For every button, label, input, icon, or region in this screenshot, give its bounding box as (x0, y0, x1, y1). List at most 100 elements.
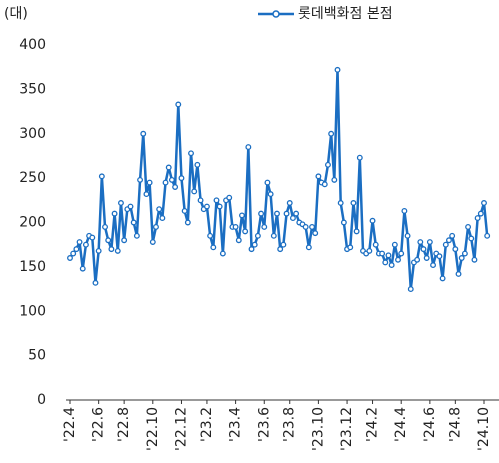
point (398, 250, 405, 257)
point (426, 239, 433, 245)
point (184, 219, 191, 226)
point (70, 250, 77, 257)
x-tick-label: '22.8 (116, 407, 132, 442)
point (95, 247, 102, 254)
point (417, 239, 424, 245)
point (178, 175, 185, 182)
point (293, 210, 300, 217)
point (146, 179, 153, 186)
point (481, 200, 487, 206)
point (114, 247, 121, 254)
point (477, 210, 484, 217)
point (420, 246, 427, 253)
point (92, 279, 99, 286)
point (143, 191, 150, 198)
point (162, 179, 169, 186)
point (140, 130, 147, 137)
x-tick-label: '23.10 (310, 407, 326, 451)
point (105, 237, 112, 244)
point (258, 210, 265, 217)
point (89, 234, 96, 241)
point (274, 210, 280, 217)
point (264, 179, 271, 186)
point (455, 271, 462, 277)
point (235, 237, 242, 244)
line (68, 68, 489, 291)
point (159, 215, 166, 222)
point (203, 203, 210, 210)
point (305, 244, 312, 251)
y-tick-label: 200 (19, 215, 46, 231)
point (442, 241, 449, 248)
point (127, 203, 134, 210)
point (423, 255, 430, 261)
point (130, 219, 137, 226)
x-tick-label: '24.8 (447, 407, 463, 442)
point (452, 246, 459, 253)
point (210, 244, 217, 251)
point (216, 203, 223, 210)
legend-label: 롯데백화점 본점 (298, 6, 393, 22)
point (194, 161, 201, 168)
point (137, 176, 144, 183)
point (465, 223, 472, 230)
point (321, 181, 328, 188)
point (468, 235, 475, 242)
point (315, 173, 322, 180)
y-tick-label: 100 (19, 303, 46, 319)
point (111, 210, 118, 217)
x-tick-label: '24.4 (393, 407, 409, 442)
point (356, 154, 363, 161)
point (309, 223, 315, 230)
point (102, 223, 108, 230)
point (76, 239, 83, 245)
point (245, 144, 252, 151)
x-tick-label: '24.6 (422, 407, 438, 442)
point (239, 212, 245, 219)
point (156, 206, 163, 213)
point (254, 232, 261, 239)
point (461, 250, 468, 257)
point (188, 150, 194, 157)
point (353, 228, 360, 235)
point (471, 256, 478, 263)
y-tick-label: 150 (19, 259, 46, 275)
point (388, 262, 395, 269)
point (242, 228, 249, 235)
y-tick-label: 0 (37, 392, 46, 408)
point (334, 66, 341, 73)
point (73, 246, 80, 253)
point (67, 255, 73, 261)
unit-label: (대) (4, 6, 28, 22)
point (439, 275, 446, 282)
x-tick-label: '23.12 (339, 407, 355, 451)
point (350, 200, 357, 206)
point (446, 237, 452, 244)
point (347, 244, 354, 251)
point (449, 232, 456, 239)
point (286, 200, 293, 206)
y-tick-label: 250 (19, 170, 46, 186)
x-tick-label: '23.4 (228, 407, 244, 442)
point (280, 241, 287, 248)
point (379, 250, 386, 257)
point (270, 232, 277, 239)
x-tick-label: '22.4 (62, 407, 78, 442)
point (108, 246, 115, 253)
point (289, 215, 296, 222)
point (175, 101, 182, 108)
point (382, 259, 389, 266)
point (181, 208, 188, 214)
point (248, 246, 255, 253)
point (331, 176, 338, 183)
y-tick-label: 50 (28, 348, 46, 364)
point (121, 237, 128, 244)
point (430, 262, 436, 269)
point (219, 250, 226, 257)
point (165, 164, 172, 171)
point (372, 241, 379, 248)
point (226, 194, 233, 201)
point (197, 197, 204, 204)
point (391, 241, 398, 248)
